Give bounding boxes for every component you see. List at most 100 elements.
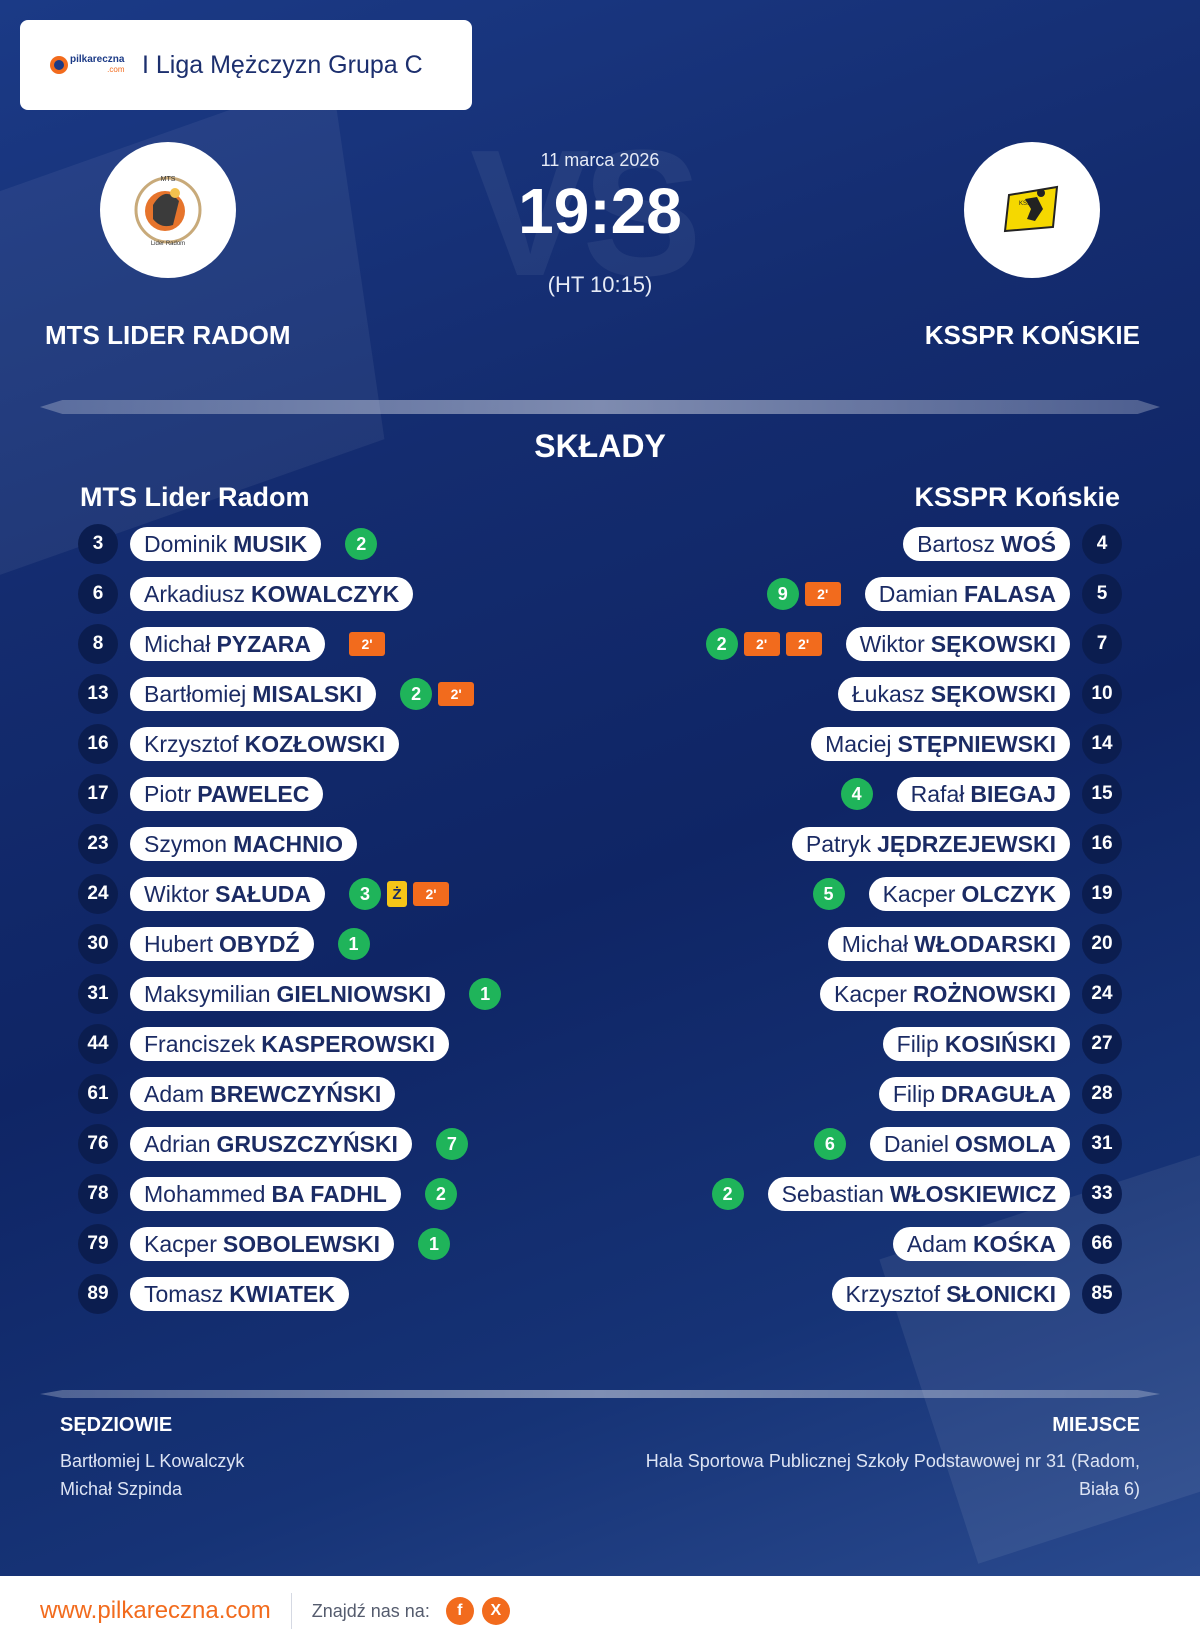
player-name[interactable]: Filip KOSIŃSKI bbox=[882, 1027, 1070, 1061]
player-name[interactable]: Filip DRAGUŁA bbox=[878, 1077, 1070, 1111]
player-name[interactable]: Szymon MACHNIO bbox=[130, 827, 357, 861]
player-name[interactable]: Damian FALASA bbox=[864, 577, 1070, 611]
player-row: 3 Dominik MUSIK 2 bbox=[78, 519, 501, 569]
player-first-name: Bartłomiej bbox=[144, 680, 247, 707]
goals-badge: 1 bbox=[469, 978, 502, 1010]
player-name[interactable]: Michał PYZARA bbox=[130, 627, 326, 661]
player-last-name: PAWELEC bbox=[197, 780, 310, 807]
player-name[interactable]: Kacper ROŻNOWSKI bbox=[820, 977, 1070, 1011]
player-number: 30 bbox=[78, 924, 118, 964]
player-first-name: Szymon bbox=[144, 830, 228, 857]
away-team-crest: KSSPR bbox=[1003, 185, 1059, 233]
player-last-name: KOŚKA bbox=[972, 1230, 1056, 1257]
player-row: 61 Adam BREWCZYŃSKI bbox=[78, 1069, 501, 1119]
player-name[interactable]: Łukasz SĘKOWSKI bbox=[837, 677, 1070, 711]
player-row: Maciej STĘPNIEWSKI 14 bbox=[706, 719, 1122, 769]
player-last-name: MACHNIO bbox=[233, 830, 343, 857]
player-name[interactable]: Franciszek KASPEROWSKI bbox=[130, 1027, 449, 1061]
player-name[interactable]: Kacper SOBOLEWSKI bbox=[130, 1227, 395, 1261]
player-last-name: JĘDRZEJEWSKI bbox=[877, 830, 1056, 857]
player-last-name: FALASA bbox=[964, 580, 1056, 607]
player-row: 13 Bartłomiej MISALSKI 2 2' bbox=[78, 669, 501, 719]
event-badges: 1 bbox=[337, 928, 370, 960]
player-name[interactable]: Adrian GRUSZCZYŃSKI bbox=[130, 1127, 412, 1161]
player-first-name: Patryk bbox=[805, 830, 872, 857]
player-last-name: BA FADHL bbox=[271, 1180, 387, 1207]
player-last-name: MISALSKI bbox=[252, 680, 363, 707]
player-first-name: Kacper bbox=[144, 1230, 217, 1257]
player-name[interactable]: Wiktor SAŁUDA bbox=[130, 877, 326, 911]
player-name[interactable]: Sebastian WŁOSKIEWICZ bbox=[767, 1177, 1070, 1211]
player-name[interactable]: Dominik MUSIK bbox=[130, 527, 322, 561]
player-number: 44 bbox=[78, 1024, 118, 1064]
player-row: 23 Szymon MACHNIO bbox=[78, 819, 501, 869]
player-last-name: KOZŁOWSKI bbox=[244, 730, 386, 757]
player-name[interactable]: Krzysztof SŁONICKI bbox=[831, 1277, 1070, 1311]
home-team-logo: MTS Lider Radom bbox=[100, 142, 236, 278]
player-name[interactable]: Krzysztof KOZŁOWSKI bbox=[130, 727, 400, 761]
player-row: 79 Kacper SOBOLEWSKI 1 bbox=[78, 1219, 501, 1269]
player-number: 7 bbox=[1082, 624, 1122, 664]
player-name[interactable]: Patryk JĘDRZEJEWSKI bbox=[791, 827, 1070, 861]
player-row: 4 Rafał BIEGAJ 15 bbox=[706, 769, 1122, 819]
player-number: 79 bbox=[78, 1224, 118, 1264]
player-first-name: Filip bbox=[892, 1080, 935, 1107]
goals-badge: 2 bbox=[400, 678, 433, 710]
player-last-name: KWIATEK bbox=[229, 1280, 335, 1307]
player-name[interactable]: Daniel OSMOLA bbox=[869, 1127, 1070, 1161]
player-row: 30 Hubert OBYDŹ 1 bbox=[78, 919, 501, 969]
player-number: 13 bbox=[78, 674, 118, 714]
yellow-card-badge: Ż bbox=[387, 881, 408, 907]
event-badges: 2 2' bbox=[400, 678, 475, 710]
player-row: 44 Franciszek KASPEROWSKI bbox=[78, 1019, 501, 1069]
player-last-name: BIEGAJ bbox=[970, 780, 1056, 807]
player-name[interactable]: Bartłomiej MISALSKI bbox=[130, 677, 377, 711]
goals-badge: 5 bbox=[812, 878, 845, 910]
player-name[interactable]: Rafał BIEGAJ bbox=[896, 777, 1070, 811]
player-name[interactable]: Maciej STĘPNIEWSKI bbox=[811, 727, 1070, 761]
player-name[interactable]: Maksymilian GIELNIOWSKI bbox=[130, 977, 446, 1011]
player-name[interactable]: Wiktor SĘKOWSKI bbox=[845, 627, 1070, 661]
final-score: 19:28 bbox=[518, 175, 682, 247]
event-badges: 3 Ż 2' bbox=[349, 878, 450, 910]
x-icon[interactable]: X bbox=[481, 1597, 510, 1625]
site-logo[interactable]: pilkareczna .com bbox=[50, 50, 126, 80]
player-last-name: OBYDŹ bbox=[219, 930, 300, 957]
player-name[interactable]: Arkadiusz KOWALCZYK bbox=[130, 577, 414, 611]
player-number: 23 bbox=[78, 824, 118, 864]
player-row: Patryk JĘDRZEJEWSKI 16 bbox=[706, 819, 1122, 869]
ball-icon bbox=[50, 56, 68, 74]
player-name[interactable]: Piotr PAWELEC bbox=[130, 777, 324, 811]
player-name[interactable]: Tomasz KWIATEK bbox=[130, 1277, 349, 1311]
player-name[interactable]: Adam KOŚKA bbox=[892, 1227, 1070, 1261]
event-badges: 4 bbox=[840, 778, 873, 810]
event-badges: 9 2' bbox=[766, 578, 841, 610]
halftime-score: (HT 10:15) bbox=[547, 272, 653, 297]
player-name[interactable]: Bartosz WOŚ bbox=[903, 527, 1070, 561]
player-first-name: Łukasz bbox=[851, 680, 925, 707]
player-name[interactable]: Mohammed BA FADHL bbox=[130, 1177, 401, 1211]
player-row: Filip DRAGUŁA 28 bbox=[706, 1069, 1122, 1119]
player-row: Krzysztof SŁONICKI 85 bbox=[706, 1269, 1122, 1319]
player-last-name: BREWCZYŃSKI bbox=[210, 1080, 382, 1107]
divider bbox=[40, 400, 1160, 414]
player-last-name: WŁODARSKI bbox=[914, 930, 1056, 957]
player-first-name: Rafał bbox=[910, 780, 965, 807]
lineups-title: SKŁADY bbox=[534, 428, 666, 464]
player-name[interactable]: Michał WŁODARSKI bbox=[827, 927, 1070, 961]
home-team-name: MTS LIDER RADOM bbox=[45, 320, 291, 350]
site-link[interactable]: www.pilkareczna.com bbox=[40, 1597, 271, 1624]
home-team-crest: MTS Lider Radom bbox=[134, 176, 202, 247]
suspension-badge: 2' bbox=[438, 682, 475, 706]
facebook-icon[interactable]: f bbox=[445, 1597, 474, 1625]
player-first-name: Daniel bbox=[883, 1130, 950, 1157]
event-badges: 2 bbox=[711, 1178, 744, 1210]
away-lineup-title: KSSPR Końskie bbox=[914, 482, 1120, 512]
player-name[interactable]: Adam BREWCZYŃSKI bbox=[130, 1077, 396, 1111]
player-number: 16 bbox=[78, 724, 118, 764]
player-name[interactable]: Kacper OLCZYK bbox=[868, 877, 1070, 911]
venue-heading: MIEJSCE bbox=[1052, 1414, 1140, 1436]
player-name[interactable]: Hubert OBYDŹ bbox=[130, 927, 314, 961]
venue-text: Hala Sportowa Publicznej Szkoły Podstawo… bbox=[645, 1451, 1140, 1499]
home-lineup-title: MTS Lider Radom bbox=[80, 482, 310, 512]
